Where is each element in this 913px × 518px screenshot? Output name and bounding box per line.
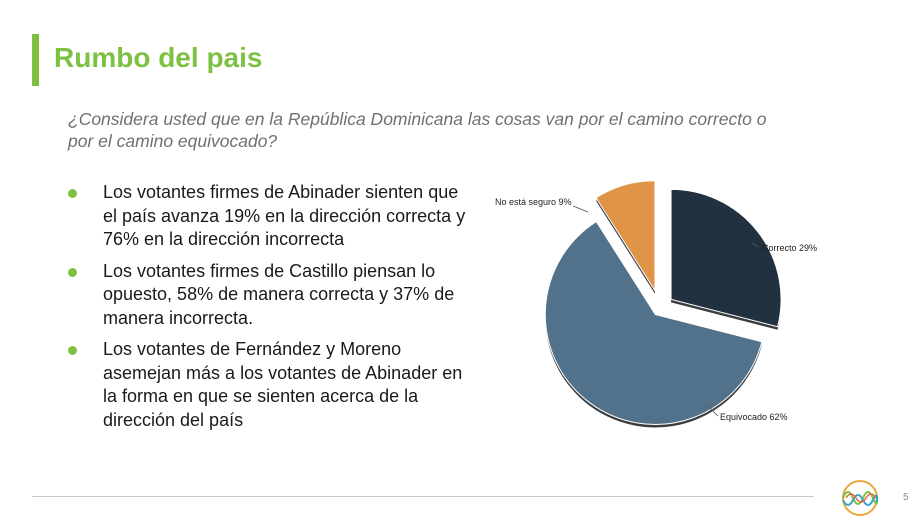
survey-question: ¿Considera usted que en la República Dom…: [68, 109, 767, 151]
wave-circle-logo-icon: [842, 480, 879, 516]
pie-slice-no-esta-seguro: [595, 180, 656, 293]
page-number: 5: [903, 492, 909, 503]
pie-slice-label: Correcto 29%: [762, 243, 817, 253]
pie-chart: Correcto 29% Equivocado 62% No está seguro…: [470, 180, 850, 450]
bullet-item: Los votantes firmes de Abinader sienten …: [66, 181, 476, 252]
bullet-item: Los votantes firmes de Castillo piensan …: [66, 260, 476, 331]
pie-leader-line: [751, 242, 760, 248]
bullet-text: Los votantes firmes de Abinader sienten …: [103, 182, 466, 249]
bullet-text: Los votantes de Fernández y Moreno aseme…: [103, 339, 463, 430]
pie-slice-correcto: [670, 188, 782, 328]
pie-chart-svg: Correcto 29% Equivocado 62% No está seguro…: [495, 180, 817, 428]
bullet-list: Los votantes firmes de Abinader sienten …: [66, 181, 476, 440]
pie-slice-label: Equivocado 62%: [720, 412, 788, 422]
title-accent-bar: [32, 34, 39, 86]
pie-slice-equivocado: [544, 220, 763, 425]
bullet-text: Los votantes firmes de Castillo piensan …: [103, 260, 455, 328]
bullet-dot-icon: [68, 267, 77, 277]
footer-divider: [32, 496, 814, 497]
pie-leader-line: [707, 405, 719, 417]
page-title: Rumbo del pais: [54, 42, 263, 73]
bullet-dot-icon: [68, 189, 77, 198]
bullet-item: Los votantes de Fernández y Moreno aseme…: [66, 338, 476, 432]
pie-slice-label: No está seguro 9%: [495, 197, 572, 207]
pie-leader-line: [572, 205, 589, 213]
bullet-dot-icon: [68, 346, 77, 355]
